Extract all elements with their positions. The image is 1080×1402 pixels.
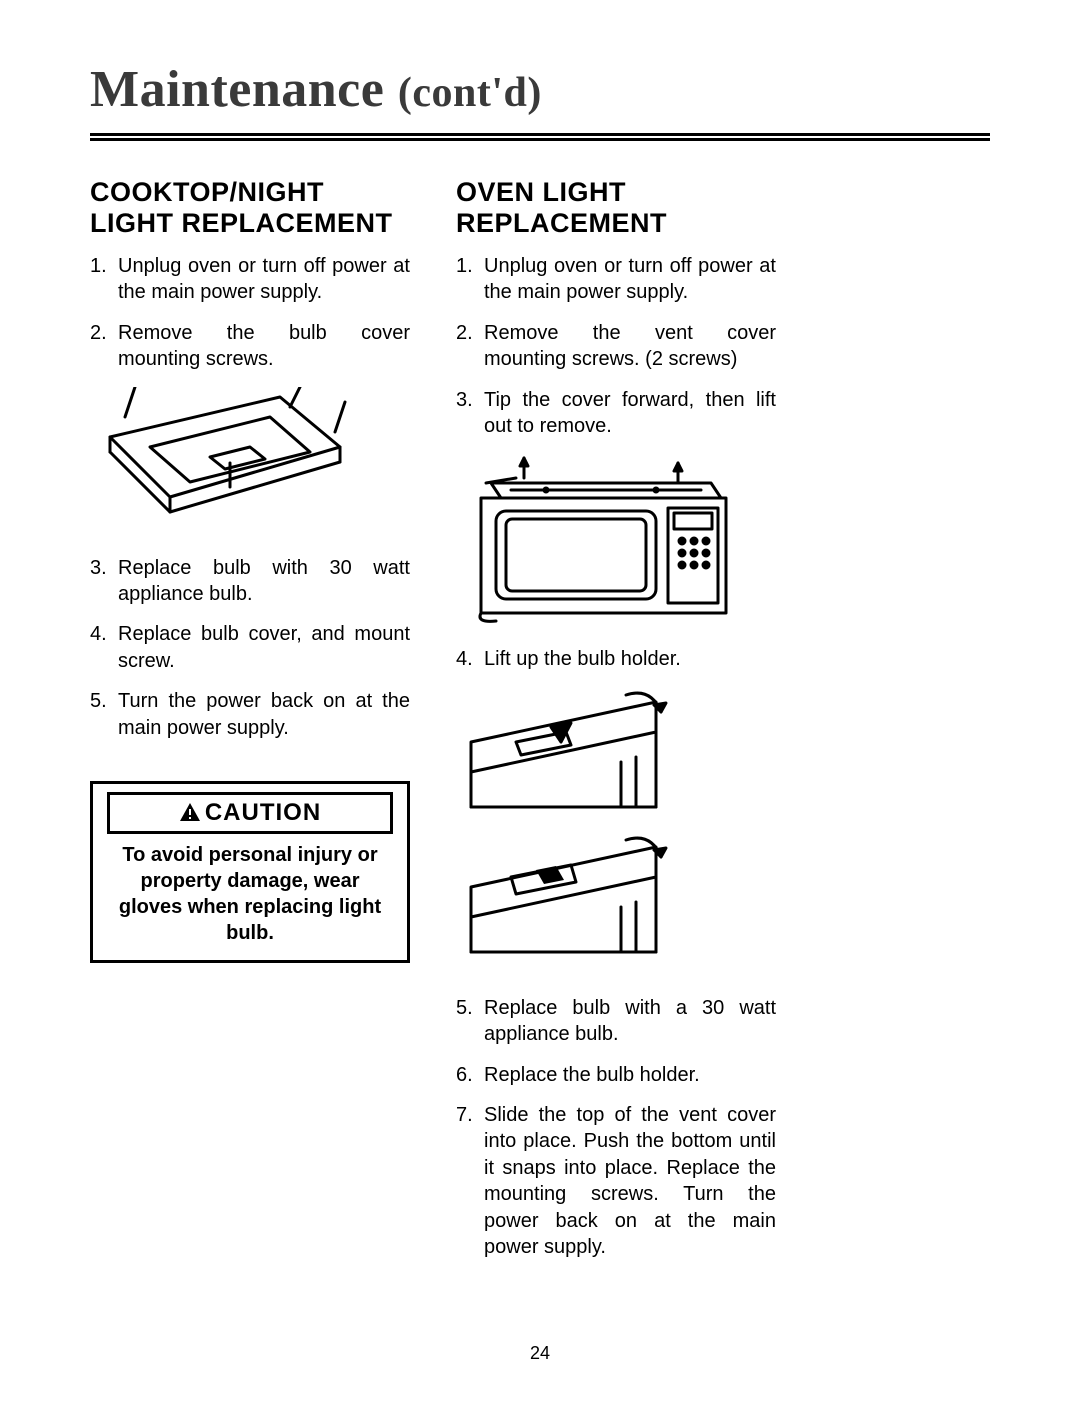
list-item: 3.Replace bulb with 30 watt appliance bu… — [90, 555, 410, 608]
title-suffix: (cont'd) — [398, 70, 542, 116]
list-item: 4.Replace bulb cover, and mount screw. — [90, 621, 410, 674]
right-heading-line1: OVEN LIGHT — [456, 177, 626, 207]
right-steps-4: 4.Lift up the bulb holder. — [456, 646, 776, 672]
list-item: 5.Replace bulb with a 30 watt appliance … — [456, 995, 776, 1048]
page-number: 24 — [0, 1343, 1080, 1364]
page-title: Maintenance (cont'd) — [90, 60, 990, 119]
left-steps-cont: 3.Replace bulb with 30 watt appliance bu… — [90, 555, 410, 741]
caution-body: To avoid personal injury or property dam… — [93, 840, 407, 960]
left-heading-line1: COOKTOP/NIGHT — [90, 177, 324, 207]
list-item: 4.Lift up the bulb holder. — [456, 646, 776, 672]
title-main: Maintenance — [90, 61, 384, 118]
left-heading: COOKTOP/NIGHT LIGHT REPLACEMENT — [90, 177, 410, 239]
caution-box: CAUTION To avoid personal injury or prop… — [90, 781, 410, 963]
figure-front-vent — [456, 453, 776, 628]
caution-label: CAUTION — [205, 799, 321, 826]
list-item: 5.Turn the power back on at the main pow… — [90, 688, 410, 741]
right-steps-5to7: 5.Replace bulb with a 30 watt appliance … — [456, 995, 776, 1261]
figure-underside — [90, 387, 410, 537]
left-heading-line2: LIGHT REPLACEMENT — [90, 208, 393, 238]
left-steps: 1.Unplug oven or turn off power at the m… — [90, 253, 410, 373]
list-item: 3.Tip the cover forward, then lift out t… — [456, 387, 776, 440]
manual-page: Maintenance (cont'd) COOKTOP/NIGHT LIGHT… — [0, 0, 1080, 1402]
title-rule — [90, 133, 990, 141]
left-column: COOKTOP/NIGHT LIGHT REPLACEMENT 1.Unplug… — [90, 177, 410, 1274]
right-heading-line2: REPLACEMENT — [456, 208, 667, 238]
list-item: 6.Replace the bulb holder. — [456, 1062, 776, 1088]
content-columns: COOKTOP/NIGHT LIGHT REPLACEMENT 1.Unplug… — [90, 177, 990, 1274]
list-item: 1.Unplug oven or turn off power at the m… — [456, 253, 776, 306]
right-steps: 1.Unplug oven or turn off power at the m… — [456, 253, 776, 439]
list-item: 2.Remove the vent cover mounting screws.… — [456, 320, 776, 373]
right-heading: OVEN LIGHT REPLACEMENT — [456, 177, 776, 239]
list-item: 7.Slide the top of the vent cover into p… — [456, 1102, 776, 1260]
list-item: 2.Remove the bulb cover mounting screws. — [90, 320, 410, 373]
list-item: 1.Unplug oven or turn off power at the m… — [90, 253, 410, 306]
warning-icon — [179, 801, 201, 829]
figure-bulb-holder — [456, 687, 776, 977]
right-column: OVEN LIGHT REPLACEMENT 1.Unplug oven or … — [456, 177, 776, 1274]
caution-header: CAUTION — [107, 792, 393, 834]
